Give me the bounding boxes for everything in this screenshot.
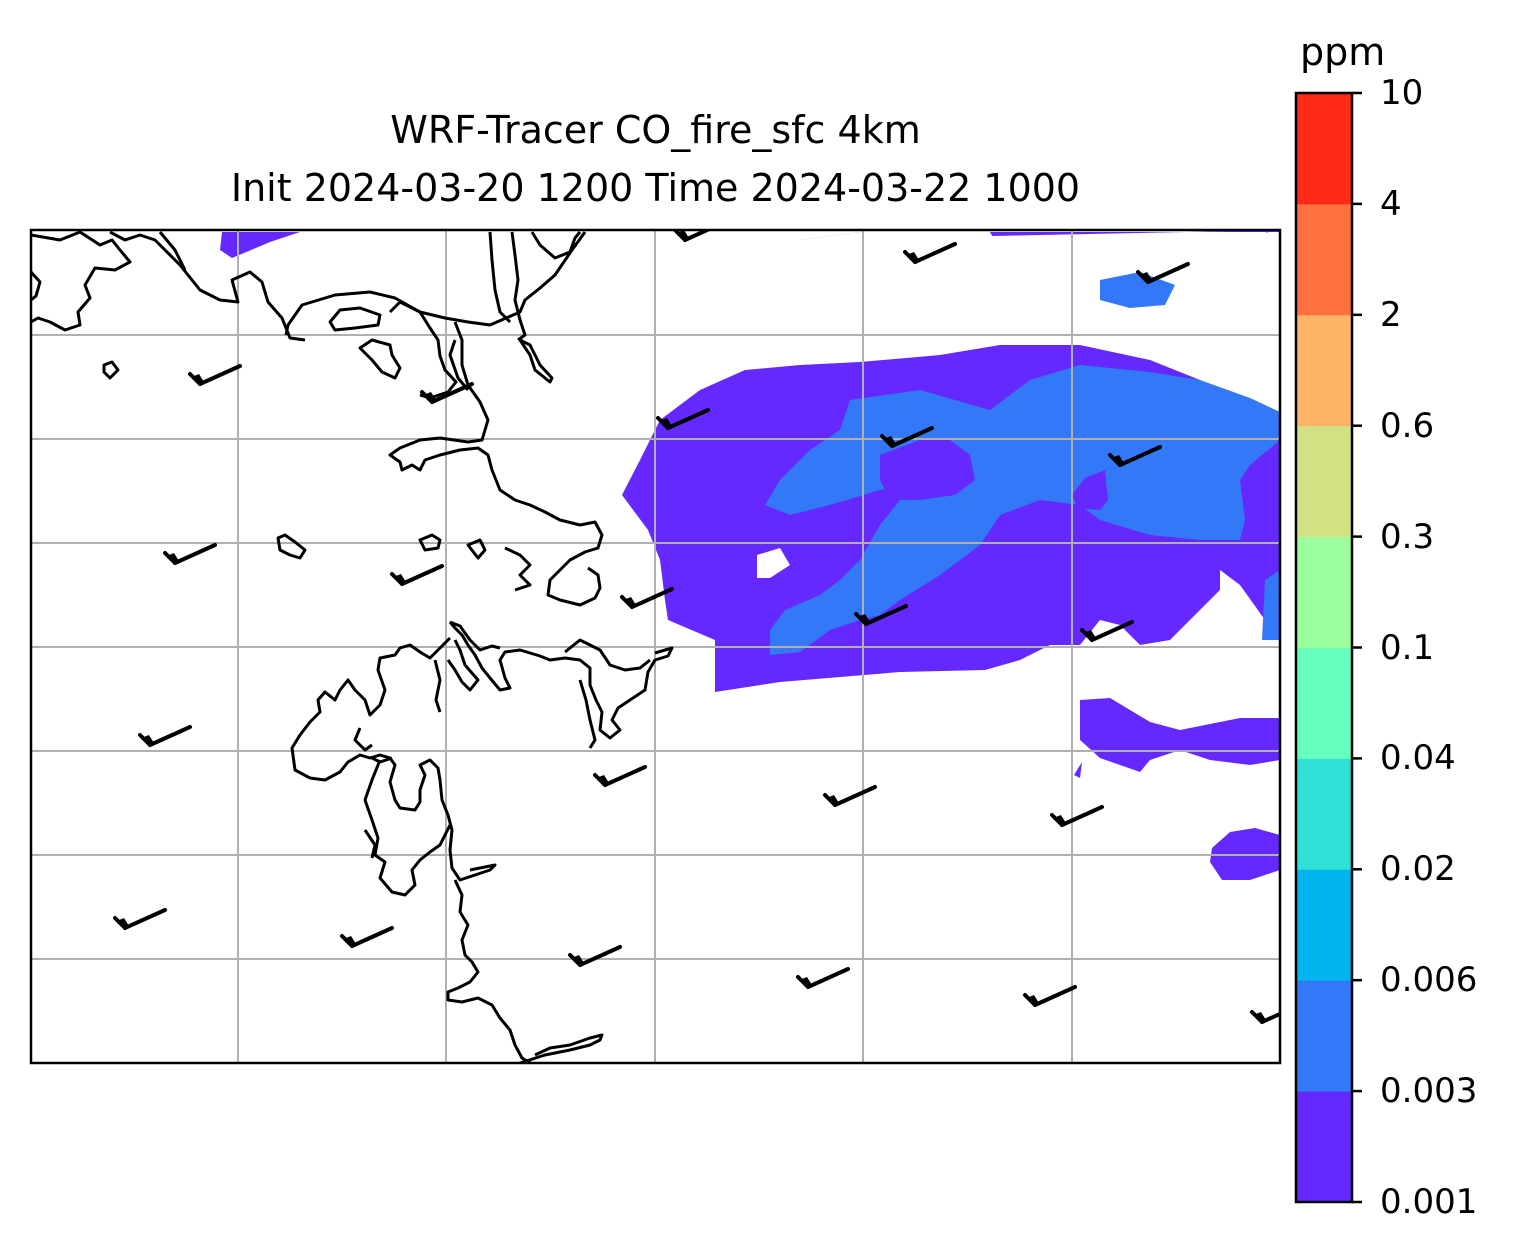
colorbar-tick-label-10: 10: [1380, 73, 1424, 113]
colorbar-tick-label-7: 0.6: [1380, 405, 1435, 446]
colorbar-tick-label-0: 0.001: [1380, 1182, 1478, 1222]
colorbar-segment-9: [1296, 93, 1352, 205]
colorbar-segment-5: [1296, 536, 1352, 648]
colorbar-tick-label-1: 0.003: [1380, 1071, 1478, 1112]
colorbar-segment-7: [1296, 314, 1352, 427]
colorbar: [1296, 93, 1352, 1203]
tracer-band-0.003: [765, 272, 1280, 655]
colorbar-segment-8: [1296, 203, 1352, 316]
colorbar-segment-1: [1296, 980, 1352, 1092]
colorbar-tick-label-4: 0.04: [1380, 738, 1456, 779]
colorbar-segment-6: [1296, 425, 1352, 538]
colorbar-tick-label-8: 2: [1380, 294, 1402, 335]
colorbar-tick-marks: [1352, 91, 1362, 1204]
map-title-line-2: Init 2024-03-20 1200 Time 2024-03-22 100…: [230, 166, 1081, 210]
map-title-line-1: WRF-Tracer CO_fire_sfc 4km: [390, 108, 921, 152]
map-frame: [29, 228, 1282, 1065]
colorbar-segment-2: [1296, 869, 1352, 981]
colorbar-segment-4: [1296, 647, 1352, 759]
gridlines: [31, 230, 1280, 1063]
colorbar-tick-label-6: 0.3: [1380, 516, 1435, 557]
colorbar-segment-0: [1296, 1091, 1352, 1203]
map-area: [31, 230, 1280, 1063]
colorbar-tick-label-5: 0.1: [1380, 627, 1435, 668]
colorbar-segment-3: [1296, 758, 1352, 870]
coastlines: [31, 230, 674, 1063]
colorbar-tick-label-9: 4: [1380, 183, 1402, 224]
colorbar-tick-label-3: 0.02: [1380, 849, 1456, 890]
colorbar-unit-label: ppm: [1300, 30, 1386, 74]
colorbar-tick-label-2: 0.006: [1380, 960, 1478, 1001]
